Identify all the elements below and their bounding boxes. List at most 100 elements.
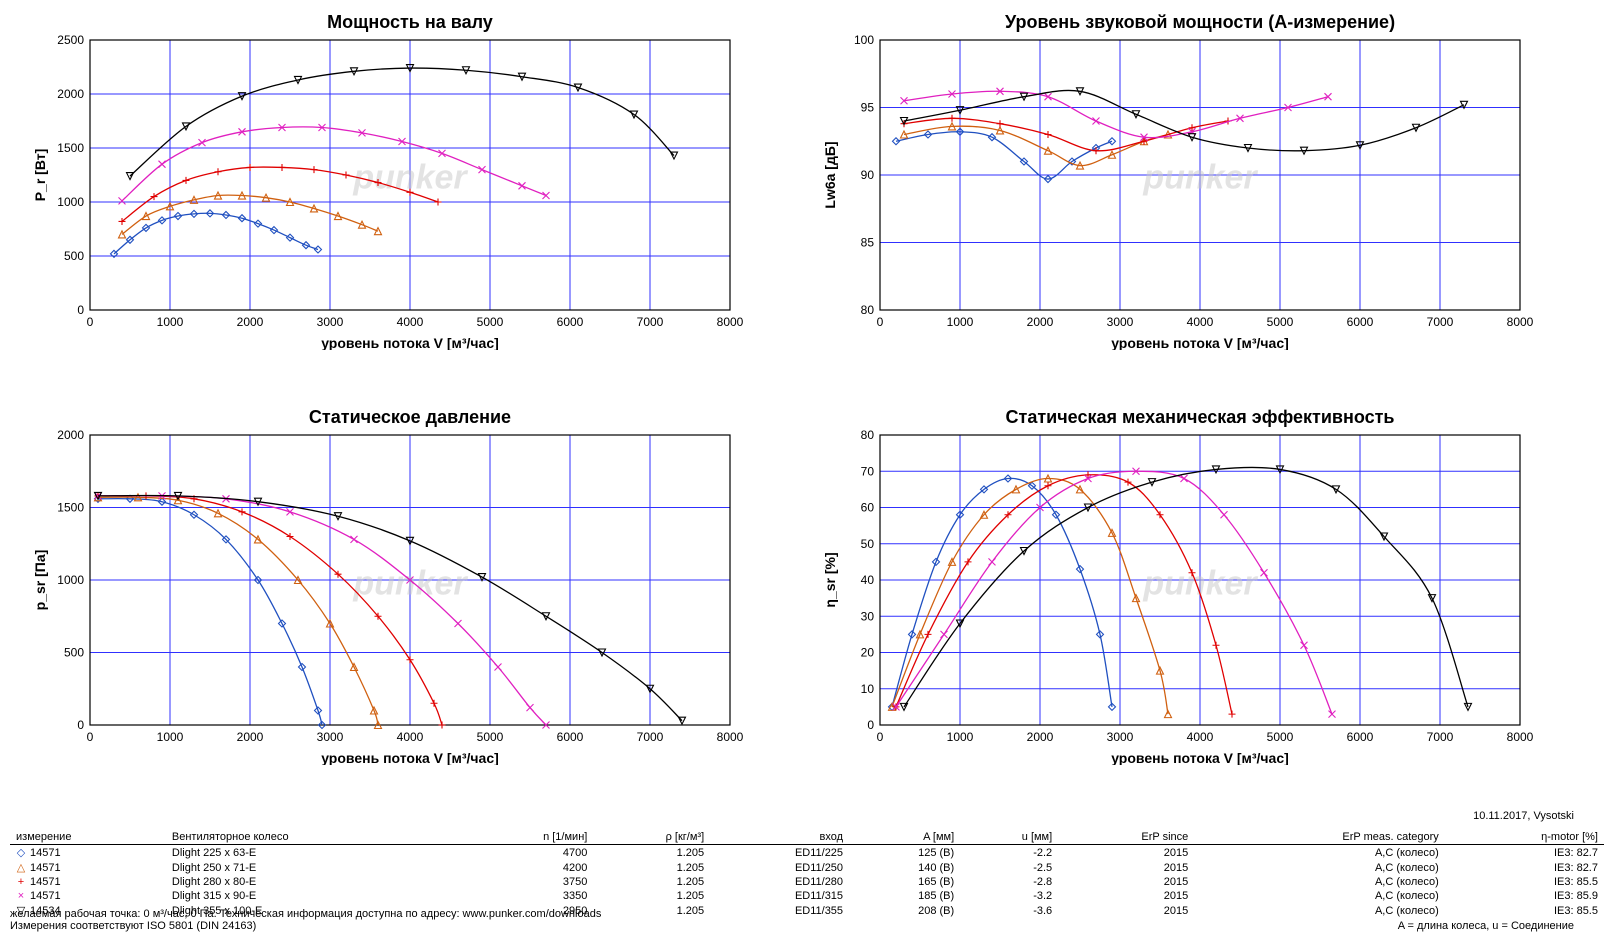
svg-text:7000: 7000	[1427, 730, 1454, 744]
table-cell: A,C (колесо)	[1194, 889, 1445, 903]
table-cell: IE3: 85.5	[1445, 875, 1604, 889]
svg-text:40: 40	[861, 573, 875, 587]
svg-text:2500: 2500	[57, 33, 84, 47]
table-cell: IE3: 82.7	[1445, 860, 1604, 875]
svg-text:η_sr [%]: η_sr [%]	[822, 552, 838, 607]
chart-power: punker0100020003000400050006000700080000…	[30, 10, 760, 350]
table-cell: 4700	[463, 845, 593, 861]
svg-text:2000: 2000	[237, 315, 264, 329]
col-header: n [1/мин]	[463, 830, 593, 845]
col-header: u [мм]	[960, 830, 1058, 845]
svg-text:punker: punker	[1142, 159, 1258, 197]
col-header: вход	[710, 830, 849, 845]
svg-text:500: 500	[64, 249, 84, 263]
svg-text:5000: 5000	[477, 730, 504, 744]
svg-text:7000: 7000	[637, 315, 664, 329]
table-cell: 208 (B)	[849, 903, 960, 918]
table-cell: IE3: 85.9	[1445, 889, 1604, 903]
table-cell: 3350	[463, 889, 593, 903]
svg-text:уровень потока V [м³/час]: уровень потока V [м³/час]	[1111, 335, 1289, 350]
col-header: ρ [кг/м³]	[593, 830, 710, 845]
col-header: измерение	[10, 830, 166, 845]
svg-text:3000: 3000	[317, 315, 344, 329]
col-header: ErP since	[1058, 830, 1194, 845]
svg-text:3000: 3000	[1107, 315, 1134, 329]
svg-text:30: 30	[861, 609, 875, 623]
svg-text:1000: 1000	[157, 730, 184, 744]
svg-text:2000: 2000	[237, 730, 264, 744]
svg-text:4000: 4000	[397, 730, 424, 744]
svg-text:70: 70	[861, 464, 875, 478]
table-cell: 2015	[1058, 889, 1194, 903]
svg-text:60: 60	[861, 501, 875, 515]
svg-text:8000: 8000	[717, 315, 744, 329]
col-header: A [мм]	[849, 830, 960, 845]
table-cell: 2015	[1058, 845, 1194, 861]
svg-text:4000: 4000	[1187, 315, 1214, 329]
svg-text:Мощность на валу: Мощность на валу	[327, 12, 493, 32]
table-cell: -3.2	[960, 889, 1058, 903]
svg-text:3000: 3000	[1107, 730, 1134, 744]
svg-text:100: 100	[854, 33, 874, 47]
svg-text:10: 10	[861, 682, 875, 696]
svg-text:6000: 6000	[557, 315, 584, 329]
table-row: ×14571Dlight 315 x 90-E33501.205ED11/315…	[10, 889, 1604, 903]
footnote-right: A = длина колеса, u = Соединение	[1398, 920, 1574, 932]
table-cell: ◇14571	[10, 845, 166, 861]
table-row: ◇14571Dlight 225 x 63-E47001.205ED11/225…	[10, 845, 1604, 861]
svg-text:0: 0	[87, 315, 94, 329]
footnote-left2: Измерения соответствуют ISO 5801 (DIN 24…	[10, 920, 256, 932]
svg-text:0: 0	[877, 315, 884, 329]
table-cell: -2.5	[960, 860, 1058, 875]
svg-text:Lw6a [дБ]: Lw6a [дБ]	[822, 141, 838, 208]
table-cell: -3.6	[960, 903, 1058, 918]
table-cell: ED11/280	[710, 875, 849, 889]
svg-text:4000: 4000	[1187, 730, 1214, 744]
svg-text:90: 90	[861, 168, 875, 182]
table-cell: 1.205	[593, 889, 710, 903]
svg-text:1500: 1500	[57, 501, 84, 515]
col-header: η-motor [%]	[1445, 830, 1604, 845]
table-row: +14571Dlight 280 x 80-E37501.205ED11/280…	[10, 875, 1604, 889]
data-table: измерениеВентиляторное колесоn [1/мин]ρ …	[10, 830, 1604, 918]
col-header: ErP meas. category	[1194, 830, 1445, 845]
table-cell: +14571	[10, 875, 166, 889]
table-cell: 1.205	[593, 860, 710, 875]
svg-text:0: 0	[877, 730, 884, 744]
svg-text:0: 0	[87, 730, 94, 744]
svg-text:P_r [Вт]: P_r [Вт]	[32, 149, 48, 202]
table-cell: 3750	[463, 875, 593, 889]
svg-text:0: 0	[867, 718, 874, 732]
chart-sound: punker0100020003000400050006000700080008…	[820, 10, 1550, 350]
table-cell: 125 (B)	[849, 845, 960, 861]
svg-text:85: 85	[861, 236, 875, 250]
table-cell: 1.205	[593, 903, 710, 918]
table-row: △14571Dlight 250 x 71-E42001.205ED11/250…	[10, 860, 1604, 875]
svg-text:6000: 6000	[557, 730, 584, 744]
series-marker-icon: ×	[16, 890, 26, 902]
svg-text:50: 50	[861, 537, 875, 551]
svg-text:5000: 5000	[1267, 730, 1294, 744]
svg-text:1000: 1000	[57, 195, 84, 209]
svg-text:8000: 8000	[717, 730, 744, 744]
table-cell: ED11/355	[710, 903, 849, 918]
svg-text:2000: 2000	[57, 87, 84, 101]
table-cell: -2.8	[960, 875, 1058, 889]
svg-text:punker: punker	[352, 565, 468, 603]
table-cell: A,C (колесо)	[1194, 845, 1445, 861]
svg-text:20: 20	[861, 646, 875, 660]
svg-text:Статическое давление: Статическое давление	[309, 407, 511, 427]
svg-text:p_sr [Па]: p_sr [Па]	[32, 550, 48, 611]
meta-date: 10.11.2017, Vysotski	[1473, 810, 1574, 822]
table-cell: -2.2	[960, 845, 1058, 861]
svg-text:уровень потока V [м³/час]: уровень потока V [м³/час]	[321, 750, 499, 765]
svg-text:уровень потока V [м³/час]: уровень потока V [м³/час]	[321, 335, 499, 350]
svg-text:4000: 4000	[397, 315, 424, 329]
svg-text:3000: 3000	[317, 730, 344, 744]
series-marker-icon: ◇	[16, 846, 26, 859]
table-cell: 2015	[1058, 903, 1194, 918]
svg-text:Статическая механическая эффек: Статическая механическая эффективность	[1006, 407, 1395, 427]
table-cell: A,C (колесо)	[1194, 903, 1445, 918]
svg-text:95: 95	[861, 101, 875, 115]
table-cell: Dlight 225 x 63-E	[166, 845, 463, 861]
